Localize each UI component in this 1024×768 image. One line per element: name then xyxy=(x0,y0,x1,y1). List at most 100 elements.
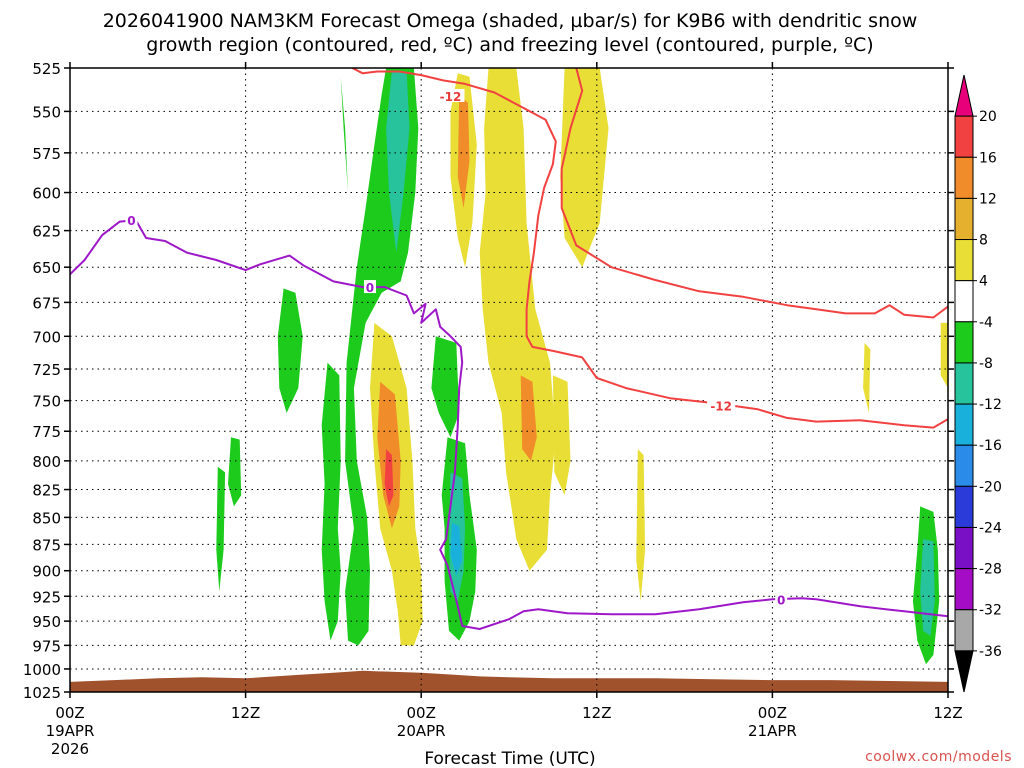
contour-label-bg-1 xyxy=(707,398,736,412)
x-tick-label-60: 12Z xyxy=(933,704,962,722)
colorbar-swatch-1 xyxy=(954,115,974,158)
omega-green-column-mid xyxy=(431,336,460,438)
contour-label-0: -12 xyxy=(440,90,462,104)
omega-red-core-main xyxy=(384,449,394,507)
chart-title-line1: 2026041900 NAM3KM Forecast Omega (shaded… xyxy=(103,10,918,32)
colorbar-label-12: -32 xyxy=(979,603,1002,619)
y-tick-label-950: 950 xyxy=(32,613,61,631)
colorbar-swatch-9 xyxy=(954,444,974,487)
x-axis-label: Forecast Time (UTC) xyxy=(424,749,595,768)
x-tick-year-0: 2026 xyxy=(51,740,89,758)
colorbar-bottom-arrow xyxy=(954,650,974,693)
y-axis: 525 550 575 600 625 650 675 700 725 750 775 800 825 8… xyxy=(23,60,954,702)
colorbar-label-2: 12 xyxy=(979,191,997,207)
colorbar-label-10: -24 xyxy=(979,520,1002,536)
colorbar-swatch-5 xyxy=(954,280,974,323)
plot-inner: -12 -12 0 0 0 xyxy=(70,68,948,692)
y-tick-label-850: 850 xyxy=(32,509,61,527)
colorbar-swatch-6 xyxy=(954,321,974,364)
omega-teal-column-upper xyxy=(386,71,410,253)
colorbar-label-0: 20 xyxy=(979,109,997,125)
y-tick-label-825: 825 xyxy=(32,482,61,500)
y-tick-label-875: 875 xyxy=(32,536,61,554)
contour-dgz-lower xyxy=(560,68,948,319)
colorbar-label-4: 4 xyxy=(979,274,988,290)
colorbar-label-5: -4 xyxy=(979,315,993,331)
colorbar-swatch-7 xyxy=(954,362,974,405)
colorbar-label-7: -12 xyxy=(979,397,1002,413)
colorbar-label-13: -36 xyxy=(979,644,1002,660)
omega-yellow-column-lower-right xyxy=(552,375,571,496)
x-tick-label-48: 00Z xyxy=(758,704,787,722)
x-tick-label-0: 00Z xyxy=(55,704,84,722)
colorbar-swatch-2 xyxy=(954,156,974,199)
omega-yellow-column-large xyxy=(479,68,556,571)
omega-orange-column-large xyxy=(520,375,537,461)
colorbar-swatch-13 xyxy=(954,609,974,652)
y-tick-label-525: 525 xyxy=(32,60,61,78)
x-tick-date-0: 19APR xyxy=(46,722,95,740)
omega-yellow-late-far-right xyxy=(940,322,948,389)
contour-label-4: 0 xyxy=(777,593,785,607)
colorbar: 20 16 12 8 4 -4 -8 -12 -16 -20 -24 -28 -32 -36 xyxy=(954,74,1002,693)
y-tick-label-675: 675 xyxy=(32,294,61,312)
omega-orange-column-upper-mid xyxy=(457,94,470,208)
omega-green-streak-left-a xyxy=(277,288,303,413)
y-tick-label-700: 700 xyxy=(32,328,61,346)
omega-blue-core-lower xyxy=(450,522,463,576)
plot-frame xyxy=(69,67,949,693)
omega-yellow-late-narrow xyxy=(636,449,646,602)
chart-title-line2: growth region (contoured, red, ºC) and f… xyxy=(146,34,873,56)
x-tick-date-24: 20APR xyxy=(397,722,446,740)
plot-area: -12 -12 0 0 0 xyxy=(69,67,949,693)
y-tick-label-625: 625 xyxy=(32,223,61,241)
x-tick-label-24: 00Z xyxy=(407,704,436,722)
y-tick-label-975: 975 xyxy=(32,637,61,655)
contour-label-bg-4 xyxy=(775,592,788,606)
y-tick-label-725: 725 xyxy=(32,361,61,379)
y-tick-label-575: 575 xyxy=(32,145,61,163)
colorbar-label-11: -28 xyxy=(979,562,1002,578)
colorbar-swatch-12 xyxy=(954,568,974,611)
terrain xyxy=(70,670,948,692)
colorbar-top-arrow xyxy=(954,74,974,117)
omega-green-column-upper xyxy=(340,76,348,193)
omega-green-streak-left-c xyxy=(216,466,226,592)
contour-label-2: 0 xyxy=(127,214,135,228)
omega-green-streak-left-b xyxy=(228,437,242,507)
omega-green-column-lower-left xyxy=(321,362,341,641)
contour-label-bg-3 xyxy=(363,280,376,294)
x-tick-date-48: 21APR xyxy=(748,722,797,740)
colorbar-swatch-10 xyxy=(954,485,974,528)
y-tick-label-900: 900 xyxy=(32,563,61,581)
x-tick-label-12: 12Z xyxy=(231,704,260,722)
y-tick-label-600: 600 xyxy=(32,185,61,203)
x-tick-label-36: 12Z xyxy=(582,704,611,722)
contour-freezing-level-upper xyxy=(70,219,948,630)
y-tick-label-1025: 1025 xyxy=(23,684,61,702)
contour-label-3: 0 xyxy=(366,281,374,295)
y-tick-label-650: 650 xyxy=(32,259,61,277)
credit-text: coolwx.com/models xyxy=(865,749,1012,765)
y-tick-label-775: 775 xyxy=(32,423,61,441)
colorbar-swatch-11 xyxy=(954,526,974,570)
colorbar-swatch-3 xyxy=(954,197,974,241)
omega-teal-late-core xyxy=(920,539,935,636)
omega-yellow-late-right xyxy=(863,342,871,413)
colorbar-label-8: -16 xyxy=(979,438,1002,454)
colorbar-swatch-8 xyxy=(954,403,974,446)
y-tick-label-750: 750 xyxy=(32,393,61,411)
colorbar-swatch-4 xyxy=(954,239,974,282)
colorbar-label-3: 8 xyxy=(979,233,988,249)
y-tick-label-1000: 1000 xyxy=(23,661,61,679)
contour-label-1: -12 xyxy=(710,400,732,414)
contour-label-bg-2 xyxy=(125,213,138,227)
colorbar-label-6: -8 xyxy=(979,356,993,372)
contour-dgz-upper xyxy=(351,68,948,429)
colorbar-label-1: 16 xyxy=(979,150,997,166)
y-tick-label-800: 800 xyxy=(32,453,61,471)
contour-label-bg-0 xyxy=(436,88,465,102)
y-tick-label-925: 925 xyxy=(32,588,61,606)
